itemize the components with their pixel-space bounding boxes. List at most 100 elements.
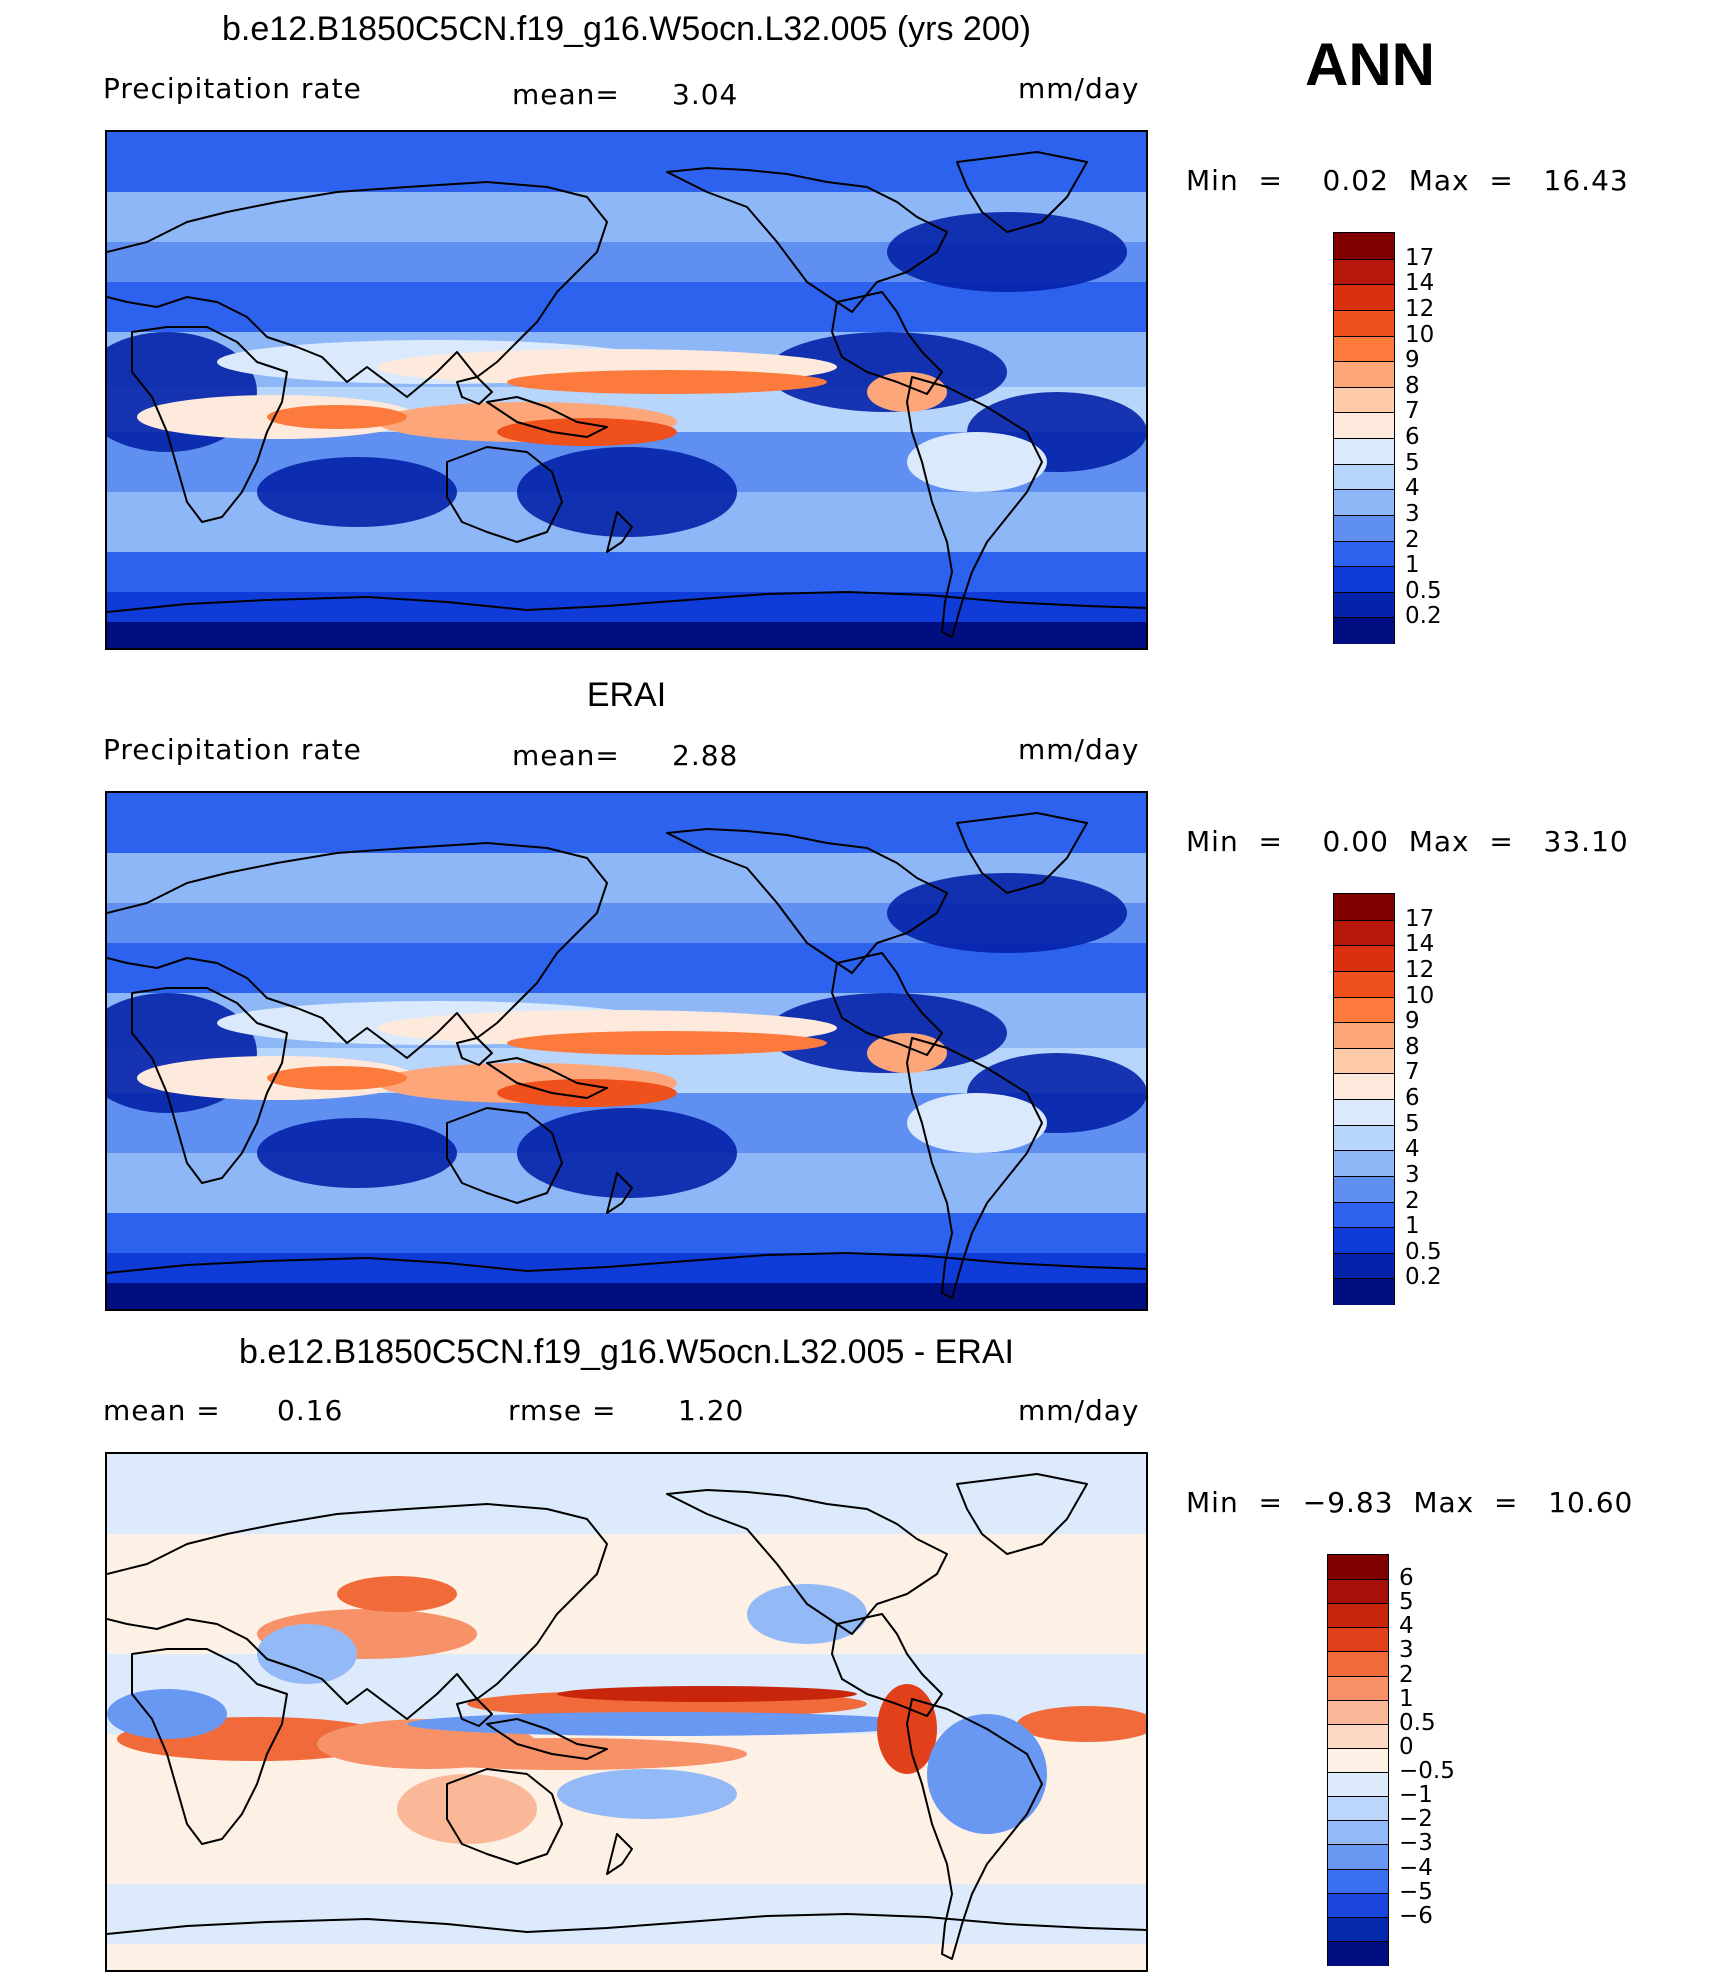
colorbar-swatch [1334, 361, 1394, 388]
panel-3-title: b.e12.B1850C5CN.f19_g16.W5ocn.L32.005 - … [239, 1333, 1014, 1371]
colorbar-swatch [1334, 1099, 1394, 1126]
colorbar-swatch [1334, 463, 1394, 491]
panel-1-variable-label: Precipitation rate [103, 72, 362, 105]
panel-1-map [105, 130, 1148, 650]
colorbar-tick-label: −4 [1399, 1854, 1433, 1881]
colorbar-swatch [1334, 1201, 1394, 1229]
colorbar-tick-label: 0.2 [1405, 1264, 1442, 1291]
colorbar-swatch [1334, 591, 1394, 619]
colorbar-swatch [1328, 1555, 1388, 1581]
panel-3-rmse-value: 1.20 [678, 1394, 745, 1427]
panel-1-colorbar [1333, 232, 1395, 644]
colorbar-swatch [1328, 1940, 1388, 1966]
colorbar-swatch [1328, 1772, 1388, 1798]
map-field [107, 132, 1146, 648]
colorbar-tick-label: 10 [1405, 982, 1435, 1009]
colorbar-tick-label: 6 [1399, 1565, 1414, 1592]
colorbar-swatch [1334, 919, 1394, 947]
colorbar-tick-label: 0.5 [1399, 1709, 1436, 1736]
colorbar-tick-label: 3 [1405, 1161, 1420, 1188]
colorbar-tick-label: −2 [1399, 1806, 1433, 1833]
colorbar-swatch [1328, 1651, 1388, 1677]
colorbar-swatch [1334, 1227, 1394, 1254]
colorbar-swatch [1334, 233, 1394, 260]
colorbar-swatch [1328, 1579, 1388, 1605]
colorbar-tick-label: 9 [1405, 1008, 1420, 1035]
colorbar-tick-label: 17 [1405, 905, 1435, 932]
colorbar-swatch [1328, 1868, 1388, 1894]
colorbar-tick-label: 5 [1405, 1110, 1420, 1137]
colorbar-tick-label: 9 [1405, 347, 1420, 374]
colorbar-tick-label: −5 [1399, 1878, 1433, 1905]
colorbar-tick-label: 12 [1405, 295, 1435, 322]
panel-2-colorbar [1333, 893, 1395, 1305]
colorbar-tick-label: 0.2 [1405, 603, 1442, 630]
colorbar-swatch [1328, 1627, 1388, 1653]
colorbar-swatch [1334, 996, 1394, 1024]
colorbar-tick-label: 2 [1405, 526, 1420, 553]
panel-3-minmax: Min = −9.83 Max = 10.60 [1186, 1486, 1634, 1519]
colorbar-tick-label: 2 [1399, 1661, 1414, 1688]
colorbar-tick-label: 6 [1405, 1085, 1420, 1111]
panel-1-title: b.e12.B1850C5CN.f19_g16.W5ocn.L32.005 (y… [222, 10, 1031, 48]
panel-3-units: mm/day [1018, 1394, 1140, 1427]
colorbar-swatch [1334, 1175, 1394, 1203]
colorbar-tick-label: 12 [1405, 956, 1435, 983]
colorbar-swatch [1328, 1723, 1388, 1749]
colorbar-tick-label: 7 [1405, 398, 1420, 425]
colorbar-tick-label: 5 [1399, 1589, 1414, 1616]
colorbar-swatch [1328, 1699, 1388, 1725]
panel-1-units: mm/day [1018, 72, 1140, 105]
colorbar-swatch [1328, 1603, 1388, 1629]
colorbar-swatch [1334, 540, 1394, 568]
colorbar-swatch [1334, 309, 1394, 337]
colorbar-swatch [1334, 1124, 1394, 1152]
colorbar-swatch [1334, 258, 1394, 286]
colorbar-tick-label: 14 [1405, 931, 1435, 958]
panel-2-map [105, 791, 1148, 1311]
colorbar-swatch [1334, 1278, 1394, 1305]
colorbar-tick-label: 2 [1405, 1187, 1420, 1214]
colorbar-swatch [1328, 1916, 1388, 1942]
colorbar-swatch [1328, 1820, 1388, 1846]
colorbar-tick-label: 6 [1405, 424, 1420, 450]
season-label: ANN [1305, 31, 1435, 98]
colorbar-swatch [1334, 945, 1394, 972]
colorbar-swatch [1334, 1047, 1394, 1075]
panel-2-mean-label: mean= [512, 739, 620, 772]
colorbar-tick-label: 10 [1405, 321, 1435, 348]
panel-3-rmse-label: rmse = [508, 1394, 617, 1427]
colorbar-tick-label: 0.5 [1405, 1238, 1442, 1265]
map-field [107, 793, 1146, 1309]
colorbar-swatch [1334, 566, 1394, 593]
colorbar-swatch [1334, 1022, 1394, 1049]
colorbar-tick-label: 14 [1405, 270, 1435, 297]
colorbar-tick-label: 8 [1405, 372, 1420, 399]
panel-2-mean-value: 2.88 [672, 739, 739, 772]
colorbar-tick-label: −0.5 [1399, 1758, 1455, 1785]
colorbar-tick-label: 1 [1399, 1685, 1414, 1712]
colorbar-tick-label: 3 [1399, 1637, 1414, 1664]
colorbar-swatch [1328, 1892, 1388, 1918]
colorbar-tick-label: 4 [1399, 1613, 1414, 1640]
colorbar-tick-label: 3 [1405, 500, 1420, 527]
panel-2-units: mm/day [1018, 733, 1140, 766]
colorbar-swatch [1334, 1252, 1394, 1280]
panel-1-mean-value: 3.04 [672, 78, 739, 111]
colorbar-swatch [1334, 514, 1394, 542]
colorbar-tick-label: −3 [1399, 1830, 1433, 1857]
colorbar-swatch [1328, 1747, 1388, 1774]
colorbar-swatch [1334, 970, 1394, 998]
colorbar-tick-label: 0 [1399, 1733, 1414, 1760]
colorbar-swatch [1334, 284, 1394, 311]
panel-1-minmax: Min = 0.02 Max = 16.43 [1186, 164, 1629, 197]
map-field [107, 1454, 1146, 1970]
colorbar-tick-label: 1 [1405, 552, 1420, 579]
colorbar-swatch [1334, 412, 1394, 439]
colorbar-swatch [1334, 617, 1394, 644]
colorbar-tick-label: 5 [1405, 449, 1420, 476]
colorbar-swatch [1334, 1150, 1394, 1177]
panel-2-title: ERAI [586, 676, 667, 714]
panel-3-mean-label: mean = [103, 1394, 221, 1427]
panel-2-minmax: Min = 0.00 Max = 33.10 [1186, 825, 1629, 858]
